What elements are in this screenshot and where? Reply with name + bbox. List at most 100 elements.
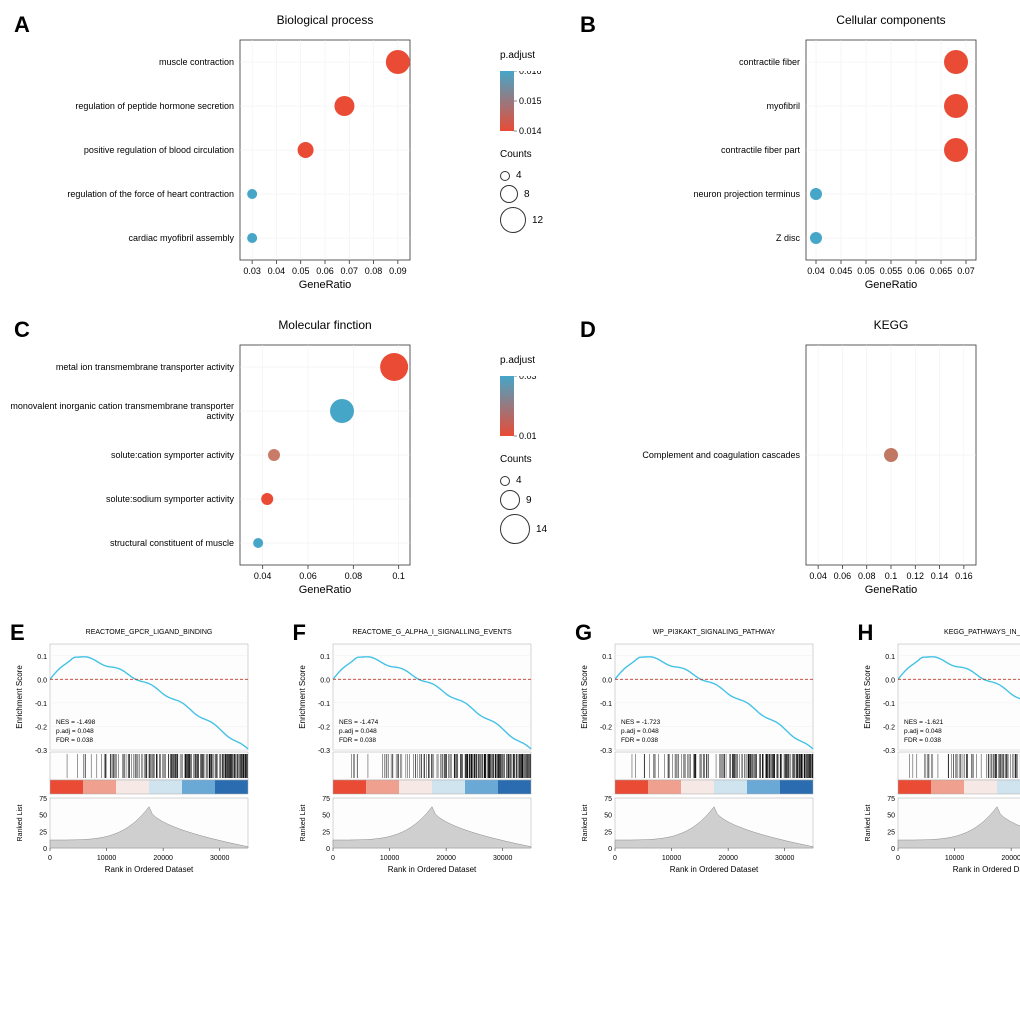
svg-text:0.1: 0.1: [320, 654, 330, 661]
legend-A: p.adjust 0.0160.0150.014Counts4812: [500, 10, 566, 233]
svg-text:-0.1: -0.1: [35, 701, 47, 708]
svg-text:0: 0: [48, 855, 52, 862]
svg-text:75: 75: [604, 796, 612, 803]
legend-C: p.adjust 0.030.01Counts4914: [500, 315, 566, 544]
padjust-label: p.adjust: [500, 355, 560, 366]
svg-text:0.06: 0.06: [299, 571, 317, 581]
svg-text:contractile fiber part: contractile fiber part: [721, 145, 801, 155]
svg-text:p.adj = 0.048: p.adj = 0.048: [339, 728, 377, 735]
svg-text:Rank in Ordered Dataset: Rank in Ordered Dataset: [105, 865, 194, 874]
panel-label-H: H: [858, 620, 874, 646]
svg-text:0: 0: [896, 855, 900, 862]
svg-text:30000: 30000: [210, 855, 230, 862]
svg-text:75: 75: [39, 796, 47, 803]
svg-text:0.06: 0.06: [834, 571, 852, 581]
svg-text:0: 0: [608, 846, 612, 853]
svg-text:0.05: 0.05: [292, 266, 310, 276]
svg-text:solute:sodium symporter activi: solute:sodium symporter activity: [106, 494, 235, 504]
svg-text:75: 75: [322, 796, 330, 803]
counts-label: Counts: [500, 149, 560, 160]
panel-label-D: D: [580, 317, 596, 343]
svg-text:0.0: 0.0: [602, 677, 612, 684]
svg-text:0.07: 0.07: [957, 266, 975, 276]
svg-text:FDR = 0.038: FDR = 0.038: [621, 737, 658, 744]
svg-text:-0.3: -0.3: [35, 748, 47, 755]
svg-text:20000: 20000: [153, 855, 173, 862]
svg-text:50: 50: [887, 813, 895, 820]
dot-plot-B: Cellular components0.040.0450.050.0550.0…: [576, 10, 1020, 305]
gsea-panel-G: G WP_PI3KAKT_SIGNALING_PATHWAY0.10.0-0.1…: [575, 620, 850, 885]
svg-text:Enrichment Score: Enrichment Score: [863, 665, 872, 729]
svg-text:NES = -1.498: NES = -1.498: [56, 719, 96, 726]
svg-text:NES = -1.621: NES = -1.621: [904, 719, 944, 726]
svg-text:0.015: 0.015: [519, 96, 542, 106]
svg-text:75: 75: [887, 796, 895, 803]
svg-text:0.04: 0.04: [807, 266, 825, 276]
gsea-row: E REACTOME_GPCR_LIGAND_BINDING 0.1 0.0 -0.1…: [10, 620, 1020, 885]
panel-C: C Molecular finction0.040.060.080.1GeneR…: [10, 315, 566, 610]
svg-text:GeneRatio: GeneRatio: [299, 584, 352, 596]
svg-text:Ranked List: Ranked List: [300, 804, 307, 841]
svg-text:Ranked List: Ranked List: [582, 804, 589, 841]
svg-text:20000: 20000: [718, 855, 738, 862]
svg-text:-0.2: -0.2: [317, 724, 329, 731]
svg-text:-0.2: -0.2: [35, 724, 47, 731]
svg-text:KEGG_PATHWAYS_IN_CANCER: KEGG_PATHWAYS_IN_CANCER: [944, 629, 1020, 636]
svg-text:Z disc: Z disc: [776, 233, 801, 243]
svg-text:0.06: 0.06: [907, 266, 925, 276]
svg-text:regulation of the force of hea: regulation of the force of heart contrac…: [67, 189, 234, 199]
svg-text:Complement and coagulation cas: Complement and coagulation cascades: [642, 450, 800, 460]
svg-text:0: 0: [331, 855, 335, 862]
svg-text:0.0: 0.0: [320, 677, 330, 684]
gsea-plot-E: REACTOME_GPCR_LIGAND_BINDING0.10.0-0.1-0…: [10, 620, 285, 885]
svg-text:-0.2: -0.2: [882, 724, 894, 731]
svg-text:0.04: 0.04: [809, 571, 827, 581]
svg-text:0.08: 0.08: [365, 266, 383, 276]
panel-label-B: B: [580, 12, 596, 38]
svg-text:Cellular components: Cellular components: [836, 13, 945, 27]
gsea-panel-F: F REACTOME_G_ALPHA_I_SIGNALLING_EVENTS0.…: [293, 620, 568, 885]
svg-text:myofibril: myofibril: [766, 101, 800, 111]
svg-text:0: 0: [43, 846, 47, 853]
size-legend: 4812: [500, 170, 560, 233]
svg-text:0.14: 0.14: [931, 571, 949, 581]
panel-D: D KEGG0.040.060.080.10.120.140.16GeneRat…: [576, 315, 1020, 610]
padjust-label: p.adjust: [500, 50, 560, 61]
svg-text:25: 25: [604, 829, 612, 836]
svg-text:Enrichment Score: Enrichment Score: [298, 665, 307, 729]
svg-text:0.03: 0.03: [519, 376, 537, 381]
svg-text:50: 50: [322, 813, 330, 820]
dot-plot-C: Molecular finction0.040.060.080.1GeneRat…: [10, 315, 500, 610]
svg-text:Biological process: Biological process: [277, 13, 374, 27]
svg-text:0.055: 0.055: [880, 266, 903, 276]
svg-text:-0.3: -0.3: [317, 748, 329, 755]
svg-text:REACTOME_GPCR_LIGAND_BINDING: REACTOME_GPCR_LIGAND_BINDING: [86, 629, 213, 636]
svg-text:0.1: 0.1: [885, 654, 895, 661]
svg-text:-0.3: -0.3: [600, 748, 612, 755]
panel-B: B Cellular components0.040.0450.050.0550…: [576, 10, 1020, 305]
svg-text:structural constituent of musc: structural constituent of muscle: [110, 538, 234, 548]
svg-text:25: 25: [39, 829, 47, 836]
svg-text:0.12: 0.12: [907, 571, 925, 581]
svg-text:Rank in Ordered Dataset: Rank in Ordered Dataset: [952, 865, 1020, 874]
svg-text:FDR = 0.038: FDR = 0.038: [904, 737, 941, 744]
svg-text:0.04: 0.04: [268, 266, 286, 276]
gsea-panel-H: H KEGG_PATHWAYS_IN_CANCER0.10.0-0.1-0.2-…: [858, 620, 1020, 885]
svg-text:10000: 10000: [662, 855, 682, 862]
svg-text:0.08: 0.08: [345, 571, 363, 581]
svg-text:contractile fiber: contractile fiber: [739, 57, 800, 67]
panel-label-E: E: [10, 620, 25, 646]
svg-text:0.045: 0.045: [830, 266, 853, 276]
svg-text:0.1: 0.1: [37, 654, 47, 661]
size-legend: 4914: [500, 475, 560, 544]
svg-text:20000: 20000: [436, 855, 456, 862]
svg-text:-0.1: -0.1: [317, 701, 329, 708]
svg-text:-0.1: -0.1: [600, 701, 612, 708]
svg-text:0.0: 0.0: [885, 677, 895, 684]
svg-text:metal ion transmembrane transp: metal ion transmembrane transporter acti…: [56, 362, 235, 372]
svg-text:0.06: 0.06: [316, 266, 334, 276]
svg-text:10000: 10000: [97, 855, 117, 862]
svg-text:0.014: 0.014: [519, 126, 542, 136]
svg-text:GeneRatio: GeneRatio: [865, 584, 918, 596]
panel-label-C: C: [14, 317, 30, 343]
